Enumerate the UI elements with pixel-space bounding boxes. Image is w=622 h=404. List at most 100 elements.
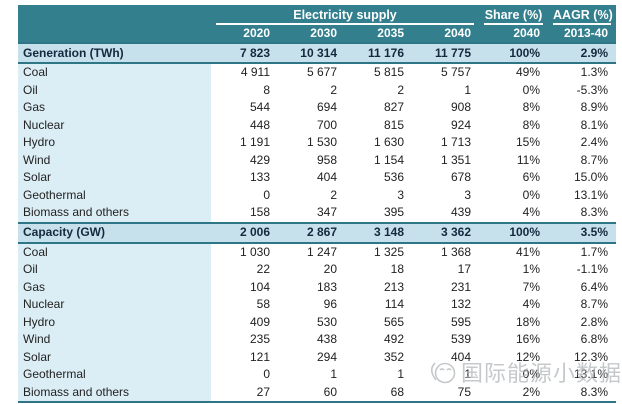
value-cell: 8.7% — [548, 296, 617, 314]
section-total-cell: 11 176 — [345, 42, 412, 64]
table-row: Gas 544 694 827 908 8% 8.9% — [18, 99, 617, 117]
value-cell: 924 — [412, 116, 480, 134]
col-header-2030: 2030 — [278, 25, 345, 43]
value-cell: 1 154 — [345, 151, 412, 169]
value-cell: 1 — [278, 366, 345, 384]
row-label: Oil — [18, 261, 211, 279]
header-label-cell — [18, 25, 211, 43]
table-row: Oil 8 2 2 1 0% -5.3% — [18, 81, 617, 99]
value-cell: 347 — [278, 204, 345, 223]
value-cell: 958 — [278, 151, 345, 169]
value-cell: 678 — [412, 169, 480, 187]
row-label: Gas — [18, 99, 211, 117]
value-cell: 4 911 — [211, 63, 278, 82]
col-header-aagr-2013-40: 2013-40 — [548, 25, 617, 43]
value-cell: 8.3% — [548, 383, 617, 403]
table-row: Hydro 1 191 1 530 1 630 1 713 15% 2.4% — [18, 134, 617, 152]
value-cell: 352 — [345, 348, 412, 366]
section-title: Generation (TWh) — [18, 42, 211, 64]
col-header-share-2040: 2040 — [479, 25, 549, 43]
value-cell: 213 — [345, 278, 412, 296]
value-cell: 20 — [278, 261, 345, 279]
value-cell: 114 — [345, 296, 412, 314]
table-row: Oil 22 20 18 17 1% -1.1% — [18, 261, 617, 279]
value-cell: 0% — [479, 81, 549, 99]
row-label: Wind — [18, 331, 211, 349]
value-cell: 7% — [479, 278, 549, 296]
value-cell: 15.0% — [548, 169, 617, 187]
value-cell: 1 — [412, 81, 480, 99]
value-cell: 827 — [345, 99, 412, 117]
value-cell: 13.1% — [548, 366, 617, 384]
value-cell: 700 — [278, 116, 345, 134]
row-label: Geothermal — [18, 186, 211, 204]
row-label: Hydro — [18, 313, 211, 331]
value-cell: 539 — [412, 331, 480, 349]
value-cell: 2.4% — [548, 134, 617, 152]
electricity-supply-table: Electricity supply Share (%) AAGR (%) 20… — [18, 5, 617, 403]
value-cell: 395 — [345, 204, 412, 223]
value-cell: 3 — [345, 186, 412, 204]
value-cell: 235 — [211, 331, 278, 349]
header-group-aagr: AAGR (%) — [548, 5, 617, 25]
value-cell: 5 815 — [345, 63, 412, 82]
value-cell: 1 630 — [345, 134, 412, 152]
table-row: Biomass and others 27 60 68 75 2% 8.3% — [18, 383, 617, 403]
header-group-share: Share (%) — [479, 5, 549, 25]
value-cell: 492 — [345, 331, 412, 349]
value-cell: 694 — [278, 99, 345, 117]
value-cell: -5.3% — [548, 81, 617, 99]
table-header: Electricity supply Share (%) AAGR (%) 20… — [18, 5, 617, 43]
value-cell: 8.3% — [548, 204, 617, 223]
value-cell: 294 — [278, 348, 345, 366]
value-cell: 439 — [412, 204, 480, 223]
value-cell: 8% — [479, 99, 549, 117]
aagr-label: AAGR (%) — [553, 8, 613, 25]
header-group-electricity-supply: Electricity supply — [211, 5, 480, 25]
section-total-cell: 2.9% — [548, 42, 617, 64]
value-cell: 815 — [345, 116, 412, 134]
value-cell: 58 — [211, 296, 278, 314]
value-cell: 12% — [479, 348, 549, 366]
section-total-cell: 100% — [479, 221, 549, 244]
section-total-cell: 11 775 — [412, 42, 480, 64]
section-total-cell: 3.5% — [548, 221, 617, 244]
value-cell: 1.3% — [548, 63, 617, 82]
value-cell: 104 — [211, 278, 278, 296]
value-cell: 0% — [479, 366, 549, 384]
value-cell: 2 — [345, 81, 412, 99]
value-cell: 75 — [412, 383, 480, 403]
value-cell: 8.1% — [548, 116, 617, 134]
value-cell: 908 — [412, 99, 480, 117]
table-row: Geothermal 0 1 1 1 0% 13.1% — [18, 366, 617, 384]
value-cell: 41% — [479, 242, 549, 261]
table-row: Geothermal 0 2 3 3 0% 13.1% — [18, 186, 617, 204]
value-cell: 1% — [479, 261, 549, 279]
value-cell: 231 — [412, 278, 480, 296]
value-cell: 0 — [211, 366, 278, 384]
value-cell: 68 — [345, 383, 412, 403]
value-cell: 158 — [211, 204, 278, 223]
table-row: Biomass and others 158 347 395 439 4% 8.3% — [18, 204, 617, 223]
value-cell: 1 368 — [412, 242, 480, 261]
row-label: Biomass and others — [18, 204, 211, 223]
section-total-cell: 2 006 — [211, 221, 278, 244]
header-corner-cell — [18, 5, 211, 25]
table-row: Coal 1 030 1 247 1 325 1 368 41% 1.7% — [18, 242, 617, 261]
electricity-supply-label: Electricity supply — [216, 8, 475, 25]
value-cell: 2.8% — [548, 313, 617, 331]
row-label: Hydro — [18, 134, 211, 152]
row-label: Geothermal — [18, 366, 211, 384]
value-cell: 15% — [479, 134, 549, 152]
row-label: Coal — [18, 242, 211, 261]
table-row: Solar 121 294 352 404 12% 12.3% — [18, 348, 617, 366]
table-row: Nuclear 448 700 815 924 8% 8.1% — [18, 116, 617, 134]
table-row: Hydro 409 530 565 595 18% 2.8% — [18, 313, 617, 331]
value-cell: 448 — [211, 116, 278, 134]
value-cell: 17 — [412, 261, 480, 279]
value-cell: 1 530 — [278, 134, 345, 152]
table-row: Gas 104 183 213 231 7% 6.4% — [18, 278, 617, 296]
section-total-cell: 7 823 — [211, 42, 278, 64]
value-cell: 1 — [345, 366, 412, 384]
value-cell: 404 — [412, 348, 480, 366]
